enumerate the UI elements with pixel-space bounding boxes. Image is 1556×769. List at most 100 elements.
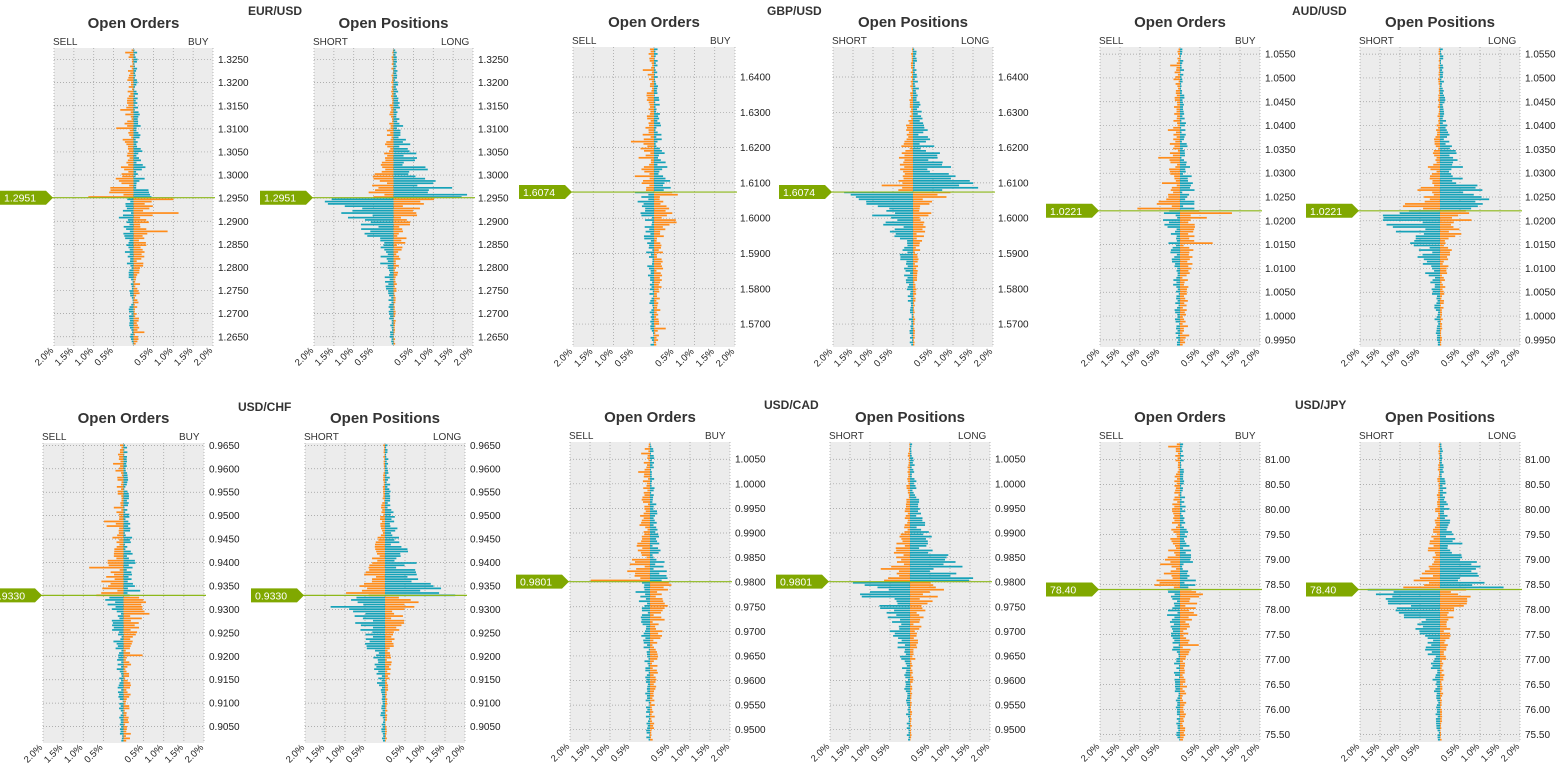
bar-right xyxy=(133,315,136,318)
y-tick-label: 0.9250 xyxy=(209,628,240,639)
y-tick-label: 80.50 xyxy=(1525,480,1550,491)
bar-right xyxy=(1440,704,1442,706)
bar-left xyxy=(1428,274,1440,277)
bar-left xyxy=(907,678,910,681)
bar-left xyxy=(910,311,913,314)
bar-right xyxy=(385,675,388,677)
bar-left xyxy=(1178,48,1180,51)
bar-right xyxy=(385,642,394,645)
bar-right xyxy=(393,267,396,269)
bar-left xyxy=(380,518,385,521)
bar-right xyxy=(385,451,388,454)
bar-right xyxy=(654,69,656,71)
bar-left xyxy=(1178,692,1180,695)
bar-right xyxy=(133,317,139,320)
x-tick-label: 1.5% xyxy=(1479,741,1502,764)
bar-left xyxy=(1433,531,1440,533)
y-tick-label: 0.9150 xyxy=(209,675,240,686)
bar-left xyxy=(1177,274,1180,277)
bar-right xyxy=(385,624,402,627)
bar-left xyxy=(889,630,910,633)
y-tick-label: 0.9550 xyxy=(470,488,501,499)
bar-left xyxy=(1169,168,1180,171)
x-tick-label: 1.0% xyxy=(412,345,435,368)
bar-right xyxy=(385,545,402,548)
bar-right xyxy=(393,251,399,253)
bar-left xyxy=(356,596,385,599)
bar-left xyxy=(129,223,134,226)
bar-left xyxy=(101,580,124,583)
bar-right xyxy=(1180,572,1188,575)
bar-right xyxy=(385,723,386,726)
bar-left xyxy=(912,50,913,53)
bar-left xyxy=(347,216,394,219)
current-price-tag xyxy=(519,185,572,200)
bar-left xyxy=(1425,618,1440,621)
bar-left xyxy=(1175,526,1180,529)
bar-left xyxy=(1437,480,1440,483)
y-tick-label: 81.00 xyxy=(1525,455,1550,466)
bar-left xyxy=(118,529,124,532)
bar-left xyxy=(646,678,650,681)
bar-right xyxy=(1440,339,1442,341)
bar-right xyxy=(910,503,919,506)
bar-left xyxy=(372,626,385,629)
bar-left xyxy=(1168,591,1180,593)
bar-left xyxy=(112,622,124,624)
bar-left xyxy=(129,253,134,256)
bar-right xyxy=(1440,186,1476,189)
bar-right xyxy=(654,50,656,53)
y-tick-label: 1.3250 xyxy=(218,55,249,66)
bar-left xyxy=(383,472,385,474)
bar-right xyxy=(1180,166,1190,168)
bar-left xyxy=(643,166,654,168)
bar-left xyxy=(646,92,654,95)
bar-left xyxy=(881,184,913,187)
bar-right xyxy=(1440,288,1443,291)
bar-right xyxy=(123,444,126,447)
bar-left xyxy=(1438,89,1440,92)
bar-right xyxy=(133,228,147,230)
bar-left xyxy=(383,492,385,495)
bar-left xyxy=(377,682,385,684)
bar-right xyxy=(654,149,662,152)
y-tick-label: 0.9950 xyxy=(1265,335,1296,346)
bar-left xyxy=(118,656,124,659)
bar-right xyxy=(1180,276,1183,279)
bar-left xyxy=(118,458,124,461)
bar-right xyxy=(385,490,391,493)
bar-right xyxy=(654,293,657,295)
bar-right xyxy=(1440,323,1443,325)
bar-left xyxy=(646,736,650,739)
bar-right xyxy=(1180,519,1184,522)
bar-left xyxy=(389,317,394,320)
bar-right xyxy=(913,69,917,71)
bar-right xyxy=(1440,57,1444,60)
bar-left xyxy=(646,674,650,676)
bar-right xyxy=(913,205,921,208)
bar-left xyxy=(391,342,394,345)
x-tick-label: 0.5% xyxy=(909,741,932,764)
bar-right xyxy=(913,170,930,173)
bar-left xyxy=(905,690,910,693)
bar-left xyxy=(909,115,913,118)
bar-right xyxy=(913,140,926,143)
bar-left xyxy=(645,637,650,640)
bar-right xyxy=(1180,64,1182,67)
bar-left xyxy=(1434,154,1440,157)
bar-right xyxy=(650,678,657,681)
bar-right xyxy=(1180,644,1199,646)
bar-left xyxy=(909,309,913,311)
bar-right xyxy=(123,453,125,456)
bar-left xyxy=(636,568,650,570)
bar-right xyxy=(1180,646,1183,649)
bar-right xyxy=(393,161,404,164)
bar-right xyxy=(654,85,658,88)
bar-left xyxy=(119,527,124,530)
bar-left xyxy=(883,223,913,226)
bar-right xyxy=(1180,233,1189,235)
bar-left xyxy=(115,601,124,604)
bar-left xyxy=(1173,602,1180,605)
bar-left xyxy=(375,548,385,551)
